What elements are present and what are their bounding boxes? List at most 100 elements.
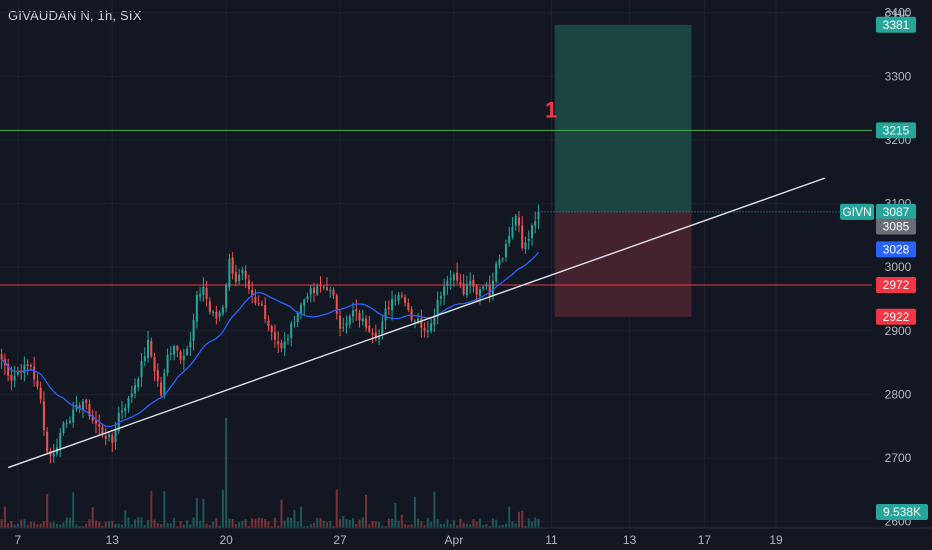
volume-bar <box>280 499 283 528</box>
volume-bar <box>238 522 241 528</box>
volume-bar <box>456 525 459 528</box>
horizontal-levels[interactable] <box>0 129 872 286</box>
time-tick-label: 13 <box>106 533 120 547</box>
candle-body <box>107 434 111 437</box>
volume-bar <box>127 517 130 528</box>
candle-body <box>215 311 218 319</box>
volume-bar <box>254 518 257 528</box>
volume-bar <box>234 524 237 528</box>
volume-bar <box>478 518 481 528</box>
candle-body <box>94 420 97 424</box>
candle-body <box>498 259 501 265</box>
time-tick-label: 13 <box>623 533 637 547</box>
volume-bar <box>81 526 84 528</box>
volume-bar <box>192 517 195 528</box>
candle-body <box>39 387 42 400</box>
position-zones[interactable] <box>554 24 692 317</box>
ma-line <box>1 252 539 428</box>
volume-bar <box>514 523 517 528</box>
volume-bar <box>101 525 104 528</box>
candle-body <box>309 288 312 295</box>
volume-bar <box>534 517 537 528</box>
candle-body <box>182 356 185 361</box>
candle-body <box>322 286 325 288</box>
volume-bar <box>23 519 26 528</box>
price-tag: 3215 <box>883 123 910 137</box>
candle-body <box>319 285 322 287</box>
candle-body <box>446 280 449 286</box>
volume-bar <box>452 520 455 528</box>
volume-bar <box>68 517 71 528</box>
candle-body <box>342 327 345 329</box>
volume-bar <box>0 519 3 528</box>
candle-body <box>104 435 107 439</box>
volume-bar <box>286 517 289 528</box>
volume-bar <box>417 518 420 528</box>
trendline[interactable] <box>7 177 826 469</box>
candle-body <box>68 420 71 423</box>
volume-bar <box>524 525 527 528</box>
candle-body <box>485 284 488 287</box>
candle-body <box>143 356 146 362</box>
candle-body <box>306 296 309 300</box>
volume-bar <box>215 518 218 528</box>
candle-body <box>23 364 26 374</box>
volume-bar <box>521 510 524 528</box>
candle-body <box>381 321 384 336</box>
candle-body <box>465 284 468 296</box>
volume-bar <box>36 524 39 528</box>
price-tag: 3085 <box>883 219 910 233</box>
candle-body <box>13 375 16 381</box>
candle-body <box>234 272 237 282</box>
candle-body <box>394 299 397 301</box>
volume-bar <box>365 494 368 528</box>
candle-body <box>36 380 39 387</box>
time-tick-label: 27 <box>333 533 347 547</box>
volume-bar <box>491 518 494 528</box>
volume-bar <box>10 520 13 528</box>
candle-body <box>358 312 361 321</box>
volume-bar <box>225 418 228 528</box>
candle-body <box>400 295 403 297</box>
candle-body <box>345 322 348 327</box>
volume-tag: 9.538K <box>883 505 921 519</box>
symbol-tag: GIVN <box>842 205 871 219</box>
volume-bar <box>247 526 250 528</box>
volume-bar <box>244 519 247 528</box>
candle-body <box>286 339 289 341</box>
chart-title: GIVAUDAN N, 1h, SIX <box>8 8 142 23</box>
volume-bar <box>371 520 374 528</box>
candle-body <box>247 280 250 289</box>
price-tag-bg <box>876 203 916 220</box>
annotation-label: 1 <box>545 98 557 123</box>
candle-body <box>195 294 198 322</box>
candle-body <box>114 430 117 443</box>
price-tick-label: 3300 <box>885 69 912 83</box>
volume-bar <box>303 526 306 528</box>
candle-body <box>452 274 455 280</box>
candle-body <box>121 410 124 413</box>
volume-bar <box>88 519 91 528</box>
volume-bars <box>0 418 540 528</box>
candle-body <box>85 399 88 404</box>
volume-bar <box>202 498 205 528</box>
volume-bar <box>374 521 377 528</box>
volume-bar <box>42 521 45 528</box>
volume-bar <box>384 526 387 528</box>
volume-bar <box>189 524 192 528</box>
candle-body <box>443 286 446 296</box>
candle-body <box>423 328 426 331</box>
volume-bar <box>446 519 449 528</box>
time-axis[interactable]: 7 13 20 27 Apr 11 13 17 19 <box>0 527 932 550</box>
volume-bar <box>309 524 312 528</box>
candle-body <box>384 308 387 321</box>
time-axis-bg <box>0 528 932 550</box>
candle-body <box>160 382 163 396</box>
volume-bar <box>322 520 325 528</box>
volume-bar <box>3 506 6 528</box>
volume-bar <box>160 524 163 528</box>
volume-bar <box>355 523 358 528</box>
volume-bar <box>55 523 58 528</box>
